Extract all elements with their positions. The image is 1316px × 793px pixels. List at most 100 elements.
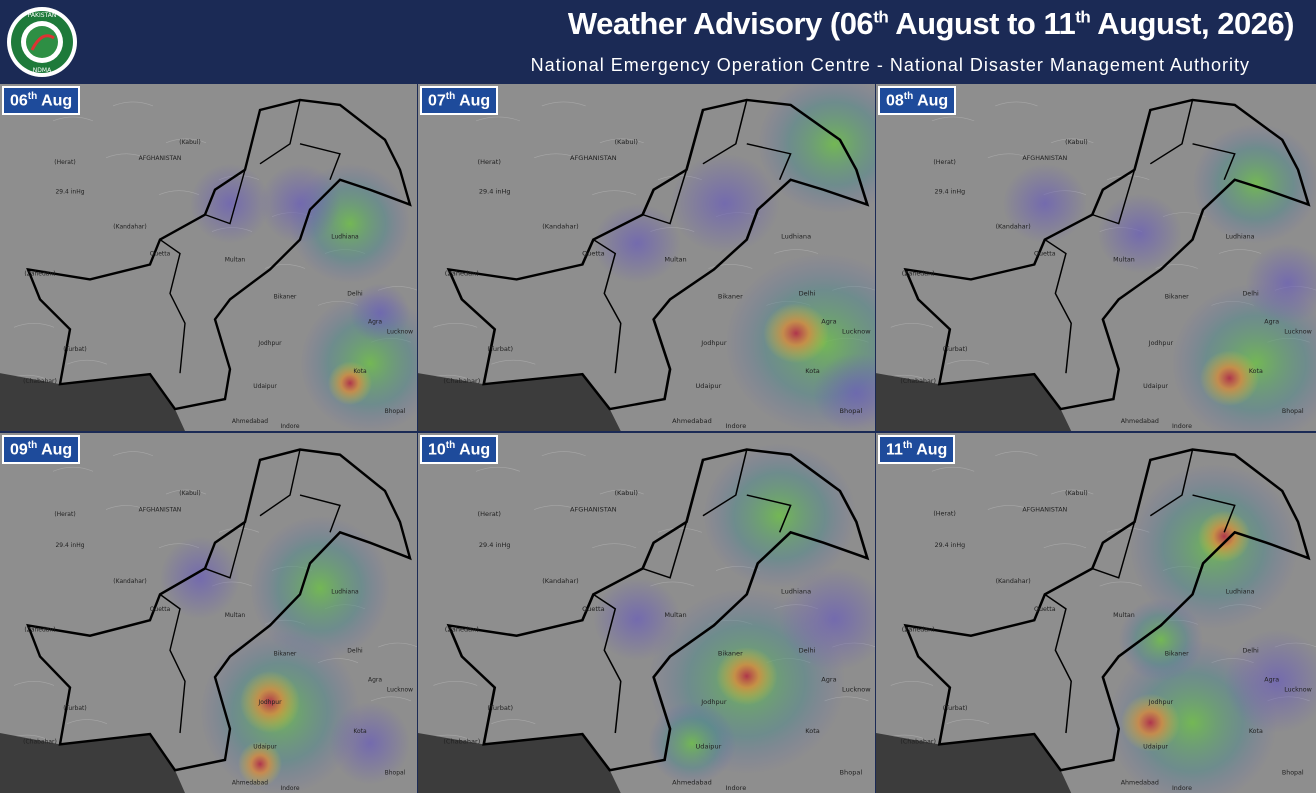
rain-area <box>593 203 682 284</box>
province-border <box>1044 449 1236 734</box>
rain-area <box>1224 629 1316 733</box>
border <box>903 448 1311 772</box>
logo: PAKISTAN NDMA <box>7 7 77 77</box>
province-border <box>592 99 792 374</box>
map: (Kabul) (Herat) AFGHANISTAN (Kandahar) Quett… <box>876 84 1316 431</box>
wind-streak <box>52 116 94 122</box>
wind-streak <box>1106 175 1150 181</box>
place-label: (Herat) <box>54 159 75 166</box>
place-label: (Kandahar) <box>542 577 579 585</box>
place-label: (Kandahar) <box>113 578 146 585</box>
place-label: (Zahedan) <box>445 626 479 634</box>
place-label: (Kabul) <box>1065 490 1088 497</box>
place-label: Bhopal <box>385 408 406 415</box>
border <box>446 98 870 411</box>
place-label: Quetta <box>150 251 171 258</box>
wind-streak <box>657 527 702 533</box>
place-label: (Herat) <box>478 159 501 166</box>
place-label: Bikaner <box>718 650 743 658</box>
date-tag: 08th Aug <box>878 86 957 116</box>
place-label: Ludhiana <box>1226 588 1255 595</box>
wind-streak <box>264 264 306 269</box>
place-label: (Kabul) <box>614 489 637 497</box>
place-label: AFGHANISTAN <box>1022 155 1067 162</box>
rain-area <box>1097 193 1182 274</box>
date-month: Aug <box>455 92 491 110</box>
place-label: Bikaner <box>274 293 297 300</box>
place-label: Delhi <box>1242 291 1259 298</box>
wind-streak <box>13 323 55 328</box>
wind-streak <box>995 101 1038 107</box>
place-label: Quetta <box>150 606 171 613</box>
place-label: Udaipur <box>696 383 722 390</box>
place-label: Ludhiana <box>331 234 359 241</box>
sea <box>0 373 185 431</box>
place-label: Ahmedabad <box>672 418 712 425</box>
wind-streak <box>475 466 521 472</box>
date-day: 06 <box>10 92 28 110</box>
wind-streak <box>541 451 586 457</box>
place-label: Ludhiana <box>781 588 811 596</box>
wind-streak <box>987 153 1031 159</box>
place-label: Indore <box>725 423 746 430</box>
place-label: (Turbat) <box>943 346 968 353</box>
place-label: Ludhiana <box>1226 234 1255 241</box>
place-label: Bikaner <box>718 294 743 301</box>
date-month: Aug <box>913 92 949 110</box>
sea <box>876 733 1072 793</box>
wind-streak <box>370 696 412 702</box>
wind-streak <box>66 359 108 365</box>
place-label: AFGHANISTAN <box>139 507 182 514</box>
place-label: 29.4 inHg <box>935 189 966 196</box>
wind-streak <box>377 642 417 648</box>
rain-area <box>702 443 857 589</box>
place-label: Multan <box>1113 612 1135 619</box>
date-month: Aug <box>455 441 491 459</box>
date-day: 09 <box>10 441 28 459</box>
title-part: th <box>873 7 889 27</box>
place-label: (Zahedan) <box>902 627 935 634</box>
wind-streak <box>218 527 260 533</box>
place-label: Lucknow <box>387 328 413 335</box>
place-label: Udaipur <box>1143 744 1168 751</box>
place-label: (Zahedan) <box>445 271 479 278</box>
rain-area <box>250 515 390 661</box>
wind-streak <box>491 359 536 365</box>
place-label: Bikaner <box>1165 650 1189 657</box>
date-suffix: th <box>903 91 914 102</box>
place-label: Multan <box>1113 257 1135 264</box>
province-border <box>159 449 341 734</box>
wind-streak <box>165 138 207 144</box>
rain-area <box>716 647 778 706</box>
place-label: Jodhpur <box>1148 340 1174 347</box>
place-label: Delhi <box>799 646 816 654</box>
sea <box>876 373 1072 431</box>
wind-streak <box>13 680 55 686</box>
wind-streak <box>946 719 990 724</box>
place-label: 29.4 inHg <box>479 541 511 549</box>
wind-streak <box>475 116 521 122</box>
wind-streak <box>592 190 637 195</box>
place-label: Udaipur <box>253 383 277 390</box>
place-label: (Kabul) <box>1065 139 1088 146</box>
place-label: (Kandahar) <box>542 224 579 231</box>
date-tag: 10th Aug <box>420 435 499 465</box>
rain-area <box>763 303 829 364</box>
place-label: Agra <box>821 319 837 326</box>
map-panel: (Kabul) (Herat) AFGHANISTAN (Kandahar) Quett… <box>876 433 1316 793</box>
map: (Kabul) (Herat) AFGHANISTAN (Kandahar) Quett… <box>418 84 875 431</box>
place-label: (Zahedan) <box>24 270 55 277</box>
place-label: (Kabul) <box>179 139 200 146</box>
place-label: (Kandahar) <box>113 224 146 231</box>
wind-streak <box>433 680 478 686</box>
place-label: (Chabahar) <box>900 738 936 745</box>
date-month: Aug <box>37 92 73 110</box>
wind-streak <box>534 505 579 510</box>
place-label: Kota <box>1249 368 1263 375</box>
date-day: 07 <box>428 92 446 110</box>
title-part: August to 11 <box>888 6 1076 41</box>
place-label: (Turbat) <box>943 705 968 712</box>
place-label: Bhopal <box>1282 769 1304 776</box>
rain-area <box>238 741 282 787</box>
place-label: Ludhiana <box>331 588 359 595</box>
